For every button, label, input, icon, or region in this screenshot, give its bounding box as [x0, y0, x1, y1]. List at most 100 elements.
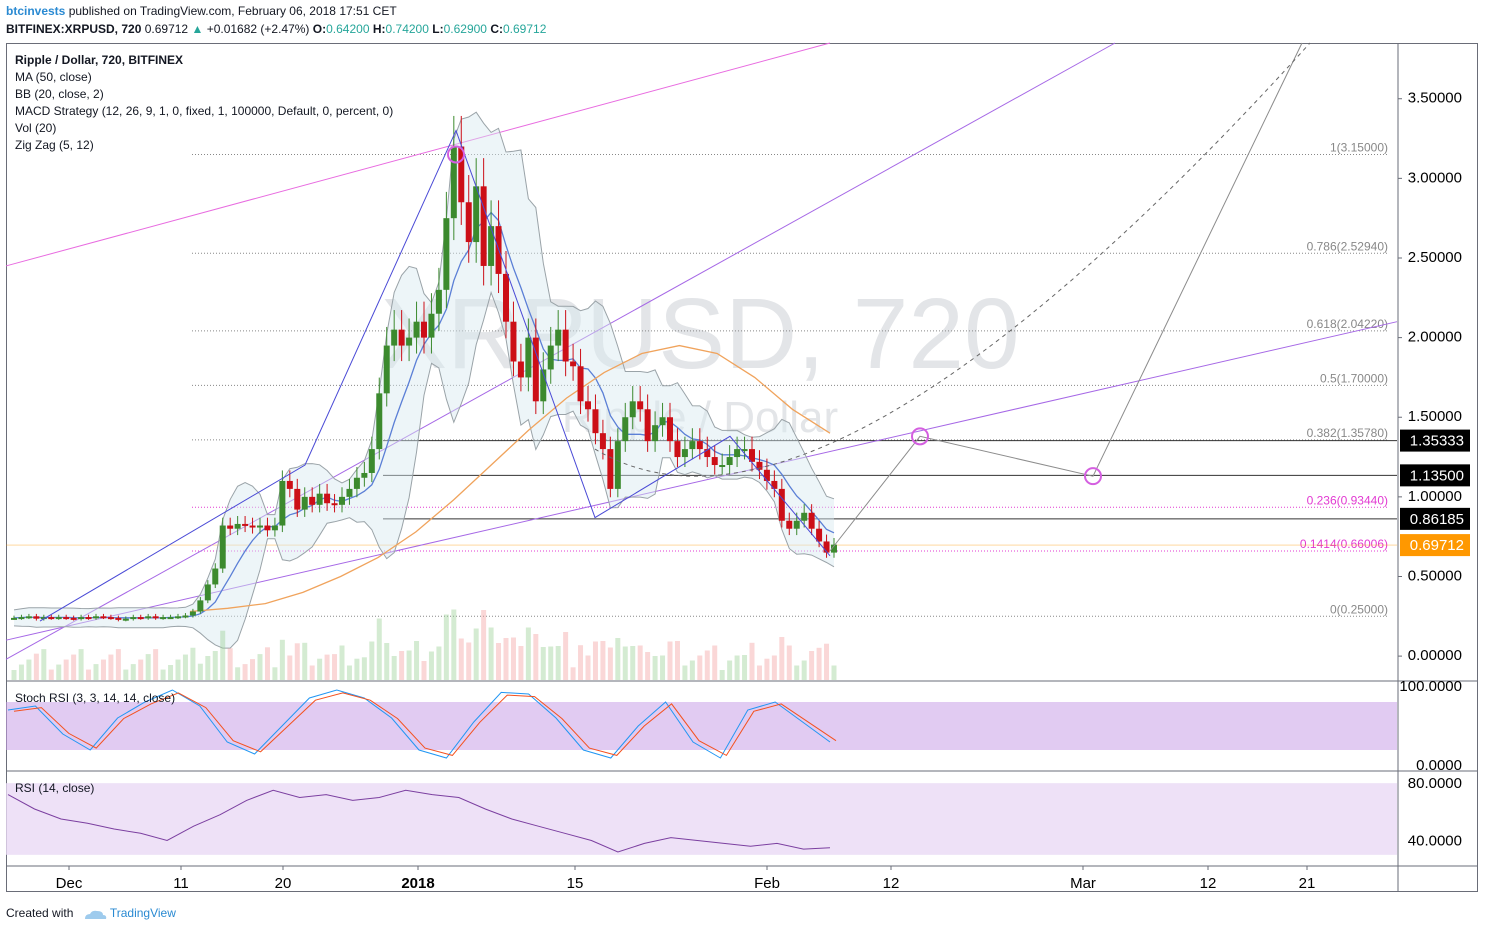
- candle-body: [793, 520, 800, 529]
- volume-bar: [510, 637, 516, 680]
- indicator-volume[interactable]: Vol (20): [15, 121, 57, 135]
- author-link[interactable]: btcinvests: [6, 4, 66, 18]
- stoch-axis-label: 0.0000: [1416, 757, 1462, 774]
- candle-body: [353, 477, 360, 489]
- candle-body: [406, 337, 413, 346]
- volume-bar: [734, 655, 740, 680]
- volume-bar: [831, 665, 837, 680]
- indicator-bb[interactable]: BB (20, close, 2): [15, 87, 104, 101]
- candle-body: [361, 472, 368, 478]
- indicator-macd-strategy[interactable]: MACD Strategy (12, 26, 9, 1, 0, fixed, 1…: [15, 104, 394, 118]
- candle-body: [577, 366, 584, 402]
- candle-body: [137, 617, 144, 620]
- candle-body: [756, 461, 763, 470]
- candle-body: [368, 449, 375, 473]
- indicator-ma[interactable]: MA (50, close): [15, 70, 92, 84]
- candle-body: [711, 457, 718, 466]
- candle-body: [435, 289, 442, 314]
- candle-body: [801, 512, 808, 521]
- indicator-zigzag[interactable]: Zig Zag (5, 12): [15, 138, 94, 152]
- candle-body: [629, 401, 636, 418]
- candle-body: [242, 523, 249, 526]
- volume-bar: [63, 659, 69, 680]
- stoch-d-line: [13, 692, 837, 757]
- rsi-line: [7, 789, 831, 853]
- volume-bar: [227, 648, 233, 680]
- volume-bar: [592, 641, 598, 680]
- candle-body: [219, 525, 226, 569]
- volume-bar: [86, 669, 92, 680]
- candle-body: [383, 345, 390, 394]
- volume-bar: [317, 658, 323, 680]
- symbol: BITFINEX:XRPUSD, 720: [6, 22, 142, 36]
- y-tick-label: 0.50000: [1408, 567, 1462, 584]
- x-tick-label: Feb: [754, 875, 780, 892]
- chart-frame[interactable]: [6, 43, 1478, 892]
- candle-body: [376, 393, 383, 450]
- candle-body: [93, 616, 99, 619]
- tradingview-cloud-icon: [83, 909, 107, 919]
- volume-bar: [540, 647, 546, 680]
- candle-body: [428, 313, 435, 338]
- candle-body: [540, 369, 547, 402]
- volume-bar: [578, 645, 584, 680]
- volume-bar: [660, 655, 666, 680]
- candle-body: [197, 600, 204, 612]
- candle-body: [689, 441, 696, 450]
- volume-bar: [600, 641, 606, 680]
- volume-bar: [704, 650, 710, 680]
- candle-body: [614, 441, 621, 489]
- volume-bar: [339, 645, 345, 680]
- volume-bar: [786, 645, 792, 680]
- candle-body: [823, 541, 830, 553]
- volume-bar: [585, 655, 591, 680]
- tradingview-link[interactable]: TradingView: [109, 906, 176, 920]
- volume-bar: [93, 664, 99, 680]
- volume-bar: [525, 627, 531, 680]
- volume-bar: [443, 614, 449, 680]
- rsi-label[interactable]: RSI (14, close): [15, 781, 95, 795]
- stoch-rsi-label[interactable]: Stoch RSI (3, 3, 14, 14, close): [15, 691, 176, 705]
- candle-body: [324, 493, 331, 504]
- rsi-axis-label: 80.0000: [1408, 775, 1462, 792]
- fib-level-label: 0.1414(0.66006): [1300, 537, 1388, 551]
- fib-level-label: 0.786(2.52940): [1307, 239, 1388, 253]
- candle-body: [570, 361, 577, 367]
- y-tick-label: 1.50000: [1408, 408, 1462, 425]
- volume-bar: [346, 665, 352, 680]
- y-tick-label: 1.00000: [1408, 488, 1462, 505]
- volume-bar: [756, 665, 762, 680]
- candle-body: [339, 496, 345, 505]
- candle-body: [503, 273, 509, 322]
- candle-body: [286, 480, 293, 489]
- candle-body: [831, 544, 837, 553]
- y-tick-label: 2.00000: [1408, 329, 1462, 346]
- volume-bar: [287, 655, 293, 680]
- candle-body: [652, 425, 659, 442]
- volume-bar: [473, 628, 479, 680]
- candle-body: [85, 617, 92, 620]
- fib-level-label: 0.236(0.93440): [1307, 493, 1388, 507]
- x-tick-label: 12: [883, 875, 900, 892]
- candle-body: [734, 449, 741, 458]
- volume-bar: [570, 667, 576, 680]
- candle-body: [763, 469, 770, 481]
- publish-text: published on TradingView.com, February 0…: [68, 4, 397, 18]
- volume-bar: [272, 667, 278, 680]
- volume-bar: [697, 655, 703, 680]
- candle-body: [152, 616, 159, 619]
- candle-body: [771, 480, 778, 489]
- volume-bar: [197, 663, 203, 680]
- low-label: L:: [432, 22, 444, 36]
- candle-body: [458, 146, 465, 203]
- candle-body: [473, 186, 480, 243]
- candle-body: [122, 618, 129, 621]
- volume-bar: [205, 656, 211, 680]
- stoch-k-line: [7, 689, 831, 759]
- candle-body: [749, 449, 755, 462]
- candle-body: [398, 329, 405, 346]
- volume-bar: [56, 664, 62, 680]
- volume-bar: [458, 638, 464, 680]
- volume-bar: [100, 659, 106, 680]
